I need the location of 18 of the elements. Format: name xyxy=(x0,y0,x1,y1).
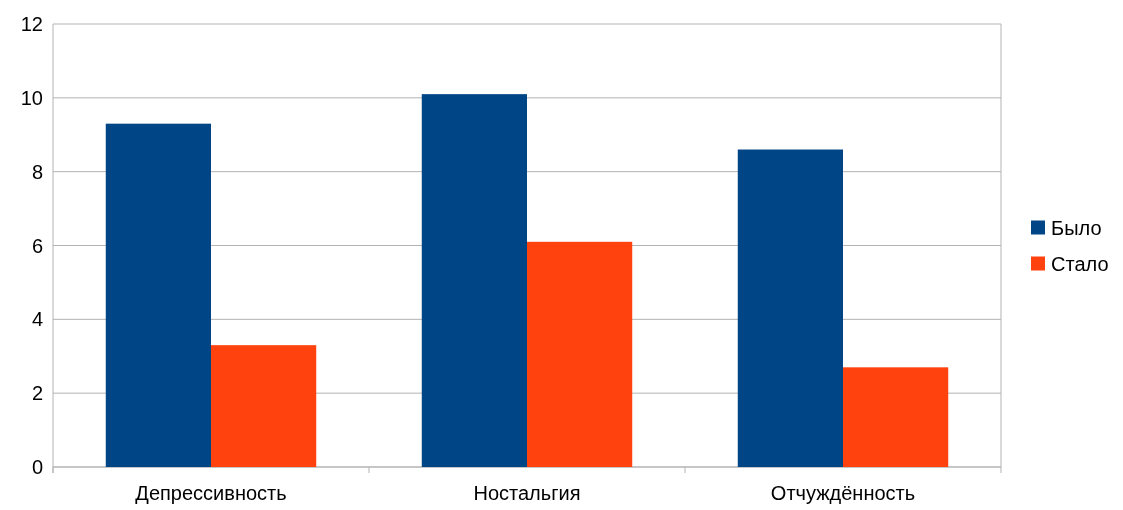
bar xyxy=(843,367,949,467)
bar xyxy=(421,94,527,467)
y-tick-label: 6 xyxy=(31,234,43,257)
y-tick-label: 10 xyxy=(20,86,43,109)
x-tick-label: Ностальгия xyxy=(473,482,581,504)
y-tick-label: 12 xyxy=(20,13,43,35)
y-tick-label: 4 xyxy=(31,308,43,331)
legend-label: Стало xyxy=(1051,252,1109,275)
bar xyxy=(211,345,317,467)
y-tick-label: 8 xyxy=(31,160,43,183)
bar xyxy=(527,241,633,467)
x-tick-label: Отчуждённость xyxy=(770,482,916,504)
legend-label: Было xyxy=(1051,216,1102,239)
y-tick-label: 0 xyxy=(31,456,43,478)
bar xyxy=(105,123,211,467)
x-tick-label: Депрессивность xyxy=(135,482,287,504)
bar xyxy=(737,149,843,467)
y-tick-label: 2 xyxy=(31,382,43,405)
